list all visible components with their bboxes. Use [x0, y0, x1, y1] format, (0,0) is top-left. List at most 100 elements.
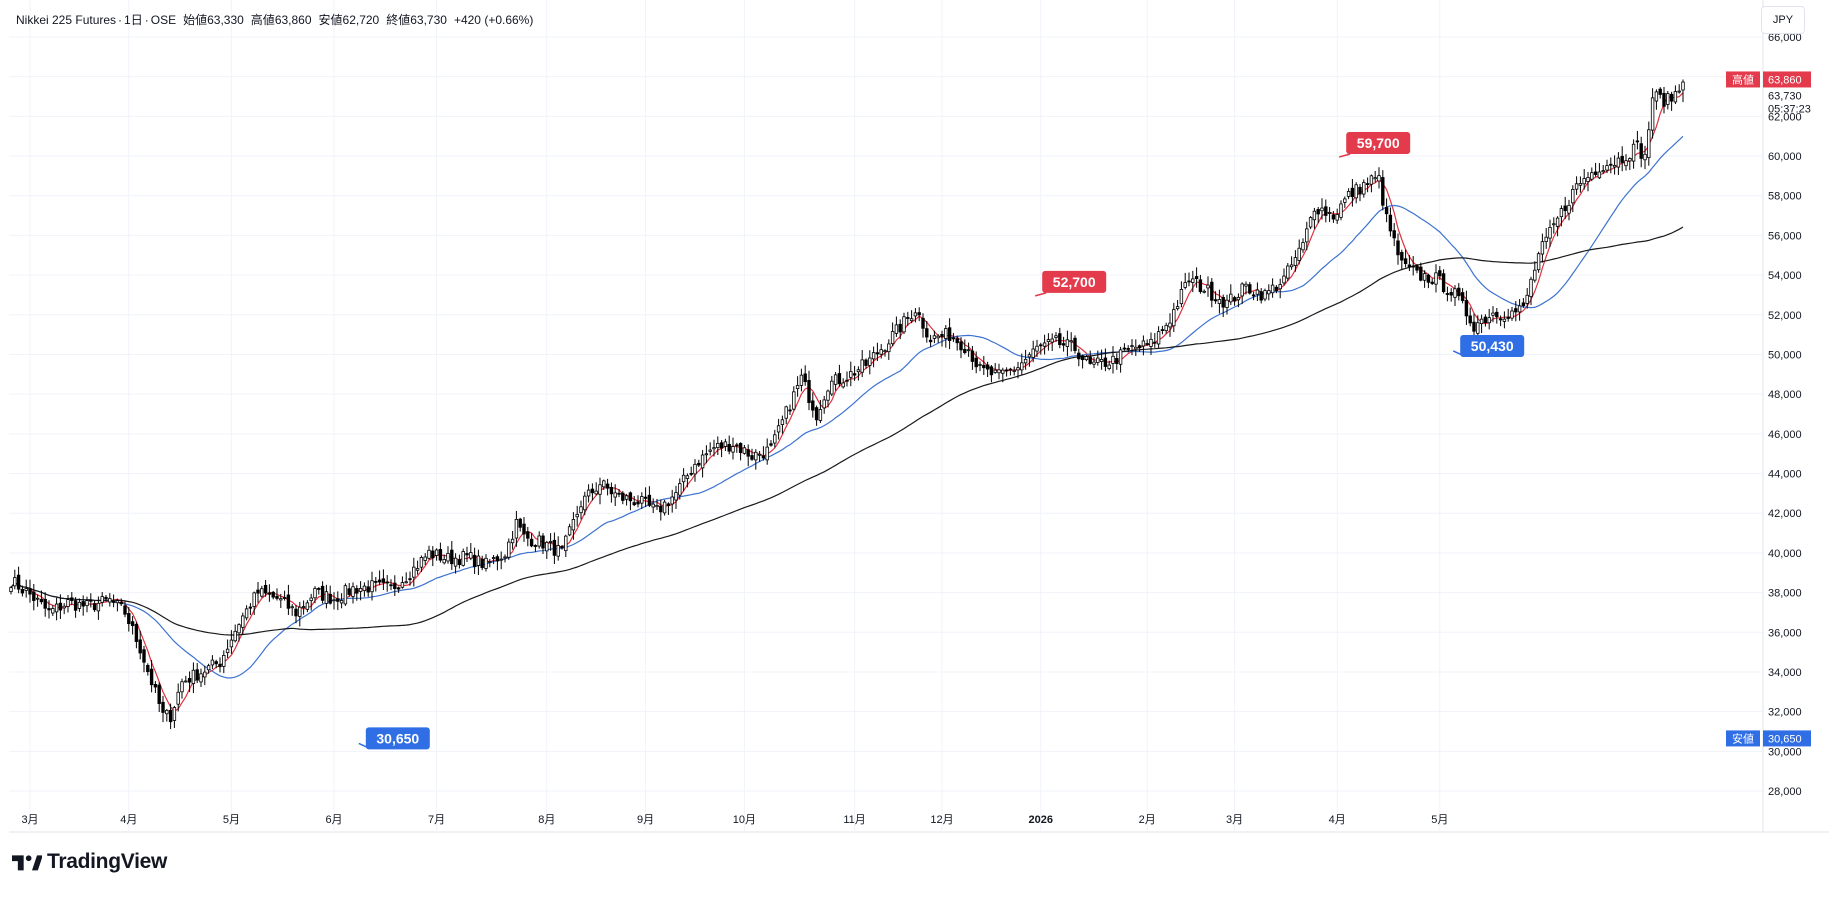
candle-body	[1179, 289, 1184, 305]
candle-body	[1517, 305, 1522, 313]
candle-body	[833, 374, 838, 385]
candle-body	[807, 380, 811, 403]
candle-body	[324, 591, 329, 604]
candle-body	[1145, 343, 1149, 345]
time-tick-label: 5月	[223, 814, 240, 826]
candle-body	[1514, 308, 1518, 313]
price-tick-label: 36,000	[1768, 627, 1802, 639]
candle-body	[647, 494, 652, 506]
candle-body	[1533, 269, 1537, 281]
candle-body	[339, 600, 344, 604]
candle-body	[130, 621, 135, 626]
symbol-name[interactable]: Nikkei 225 Futures	[16, 13, 117, 27]
candle-body	[1426, 274, 1431, 283]
candle-body	[1001, 369, 1005, 374]
candle-body	[1571, 189, 1575, 204]
candle-body	[203, 671, 207, 678]
candle-body	[1392, 230, 1396, 239]
candle-body	[1206, 284, 1210, 289]
candle-body	[830, 380, 834, 395]
candle-body	[1316, 209, 1320, 215]
candle-body	[1293, 257, 1298, 266]
price-tick-label: 48,000	[1768, 389, 1802, 401]
candle-body	[16, 574, 21, 590]
price-axis[interactable]: 28,000 30,000 32,000 34,000 36,000 38,000 40,0…	[1726, 32, 1811, 798]
candle-body	[309, 597, 313, 601]
price-tick-label: 32,000	[1768, 707, 1802, 719]
candle-body	[1160, 329, 1165, 331]
candle-body	[1381, 177, 1385, 206]
candle-body	[461, 551, 465, 566]
candle-body	[96, 602, 101, 612]
candle-body	[1502, 318, 1507, 322]
candle-body	[355, 588, 359, 594]
candle-body	[841, 382, 845, 388]
candle-body	[712, 447, 716, 450]
candle-body	[936, 335, 940, 339]
candle-body	[1677, 90, 1681, 93]
candle-body	[1141, 340, 1146, 347]
high-value: 63,860	[274, 13, 312, 27]
candles	[9, 79, 1685, 730]
candle-body	[1643, 153, 1647, 161]
candle-body	[225, 648, 230, 654]
candle-body	[332, 599, 336, 602]
candle-body	[655, 505, 659, 508]
candle-body	[1115, 358, 1119, 364]
candle-body	[237, 624, 241, 634]
time-tick-label: 12月	[930, 814, 953, 826]
candle-body	[1597, 171, 1602, 179]
interval[interactable]: 1日	[124, 13, 143, 27]
candle-body	[700, 454, 705, 469]
candle-body	[761, 455, 766, 459]
candle-body	[119, 601, 123, 605]
candle-body	[689, 472, 693, 475]
candle-body	[1400, 252, 1404, 261]
candle-body	[313, 588, 317, 599]
candle-body	[396, 587, 401, 590]
time-axis[interactable]: 3月 4月 5月 6月 7月 8月 9月 10月 11月 12月 2026 2月 3月 4月 5月	[21, 814, 1448, 826]
candle-body	[811, 400, 815, 411]
price-tick-label: 66,000	[1768, 32, 1802, 44]
candle-body	[917, 312, 921, 316]
candle-body	[583, 495, 587, 511]
candle-body	[697, 462, 701, 466]
moving-averages	[10, 92, 1684, 712]
candle-body	[168, 709, 173, 723]
price-tick-label: 46,000	[1768, 429, 1802, 441]
tradingview-logo[interactable]: TradingView	[12, 849, 167, 875]
candle-body	[898, 323, 902, 333]
currency-button[interactable]: JPY	[1761, 6, 1805, 34]
candle-body	[1270, 284, 1275, 294]
candle-body	[1225, 299, 1229, 308]
candle-body	[894, 324, 899, 334]
candle-body	[1403, 258, 1408, 265]
candle-body	[1483, 316, 1488, 323]
candle-body	[161, 701, 165, 713]
high-badge-label: 高値	[1732, 72, 1754, 86]
candle-body	[1419, 266, 1423, 281]
candle-body	[1213, 299, 1218, 302]
candle-body	[1046, 339, 1051, 343]
high-badge-value: 63,860	[1768, 74, 1802, 86]
time-tick-label: 2026	[1029, 814, 1053, 826]
candle-body	[248, 606, 253, 609]
candle-body	[24, 588, 28, 591]
candle-body	[1411, 265, 1415, 268]
candle-body	[757, 453, 762, 456]
low-annotation-badge	[365, 727, 430, 750]
candle-body	[1354, 184, 1358, 199]
candle-body	[381, 578, 386, 583]
candle-body	[1175, 306, 1180, 310]
candle-body	[674, 492, 678, 501]
candle-body	[484, 557, 488, 569]
candle-body	[412, 566, 416, 578]
candle-body	[1183, 282, 1187, 288]
candle-body	[951, 337, 956, 340]
candle-body	[1320, 207, 1324, 212]
candle-body	[1457, 287, 1461, 297]
candle-body	[1084, 356, 1089, 361]
candle-body	[39, 599, 44, 603]
